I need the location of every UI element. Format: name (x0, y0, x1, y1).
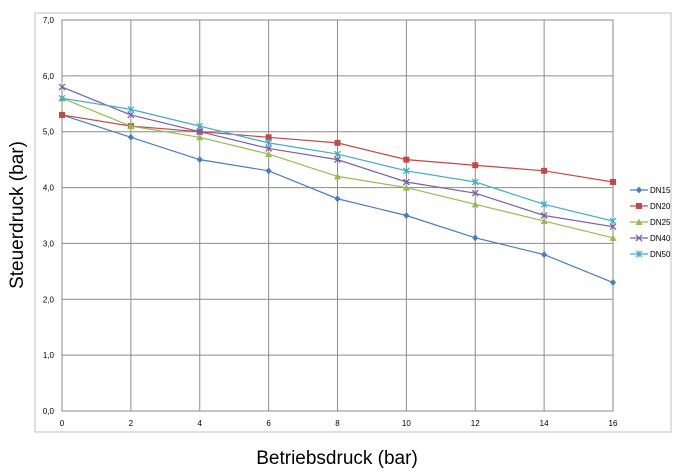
series-dn50 (58, 94, 617, 225)
series-layer (58, 83, 617, 287)
data-point-dn25 (402, 184, 410, 191)
data-point-dn25 (609, 234, 617, 241)
data-point-dn40 (334, 156, 341, 164)
x-tick-label: 12 (471, 419, 480, 428)
data-point-dn25 (540, 217, 548, 225)
data-point-dn50 (58, 94, 66, 102)
axis-tick-labels: 0 2 4 6 8 10 12 14 16 0,0 1,0 2,0 3,0 4,0 5,0 6,0 7,0 (43, 16, 618, 428)
data-point-dn20 (334, 139, 341, 146)
data-point-dn40 (402, 178, 410, 186)
data-point-dn40 (471, 189, 479, 197)
data-point-dn50 (471, 178, 479, 186)
x-tick-label: 0 (60, 419, 65, 428)
legend-label-dn25: DN25 (650, 218, 671, 227)
data-point-dn40 (540, 212, 548, 219)
data-point-dn20 (265, 134, 272, 141)
legend-item-dn15: DN15 (630, 186, 671, 195)
data-point-dn15 (610, 279, 616, 287)
legend-item-dn50: DN50 (630, 250, 671, 259)
legend-marker-dn15 (636, 186, 642, 194)
legend-marker-dn40 (635, 234, 643, 242)
legend-item-dn20: DN20 (630, 202, 671, 211)
data-point-dn25 (334, 172, 341, 180)
y-tick-label: 4,0 (43, 184, 55, 193)
x-tick-label: 8 (335, 419, 340, 428)
y-tick-label: 1,0 (43, 351, 55, 360)
data-point-dn25 (196, 133, 204, 141)
data-point-dn50 (540, 200, 548, 208)
legend: DN15 DN20 DN25 DN40 DN50 (630, 186, 671, 259)
x-axis-title: Betriebsdruck (bar) (256, 448, 418, 469)
data-point-dn40 (127, 111, 135, 119)
y-tick-label: 2,0 (43, 295, 55, 304)
legend-marker-dn25 (635, 218, 643, 225)
legend-label-dn40: DN40 (650, 234, 671, 243)
gridlines (62, 20, 613, 411)
legend-item-dn40: DN40 (630, 234, 671, 243)
data-point-dn20 (403, 156, 410, 163)
x-tick-label: 4 (198, 419, 203, 428)
y-tick-label: 3,0 (43, 239, 55, 248)
data-point-dn15 (334, 195, 341, 203)
data-point-dn50 (334, 150, 341, 158)
data-point-dn50 (127, 105, 135, 113)
data-point-dn25 (127, 122, 135, 130)
series-dn40 (58, 83, 617, 231)
data-point-dn25 (265, 150, 273, 158)
data-point-dn15 (196, 156, 203, 164)
data-point-dn50 (609, 217, 617, 225)
x-tick-label: 16 (609, 419, 618, 428)
y-tick-label: 7,0 (43, 16, 55, 25)
data-point-dn20 (610, 178, 616, 185)
x-tick-label: 10 (402, 419, 411, 428)
data-point-dn20 (472, 162, 479, 169)
legend-item-dn25: DN25 (630, 218, 671, 227)
data-point-dn15 (127, 133, 134, 141)
y-tick-label: 0,0 (43, 407, 55, 416)
data-point-dn50 (196, 122, 204, 130)
data-point-dn20 (59, 111, 65, 118)
data-point-dn50 (402, 167, 410, 175)
legend-label-dn50: DN50 (650, 250, 671, 259)
data-point-dn40 (196, 128, 204, 136)
x-tick-label: 6 (266, 419, 271, 428)
data-point-dn50 (265, 139, 273, 147)
legend-label-dn20: DN20 (650, 202, 671, 211)
y-tick-label: 5,0 (43, 128, 55, 137)
x-tick-label: 14 (540, 419, 549, 428)
data-point-dn15 (541, 251, 548, 259)
data-point-dn15 (403, 212, 410, 219)
legend-marker-dn50 (635, 250, 643, 258)
data-point-dn15 (472, 234, 479, 242)
data-point-dn40 (58, 83, 66, 91)
legend-label-dn15: DN15 (650, 186, 671, 195)
data-point-dn40 (265, 145, 273, 152)
series-dn25 (58, 94, 617, 241)
x-tick-label: 2 (129, 419, 134, 428)
y-axis-title: Steuerdruck (bar) (7, 141, 28, 289)
y-tick-label: 6,0 (43, 72, 55, 81)
data-point-dn20 (541, 167, 548, 174)
data-point-dn25 (471, 200, 479, 208)
legend-marker-dn20 (636, 203, 642, 209)
data-point-dn15 (265, 167, 272, 175)
data-point-dn40 (609, 223, 617, 231)
